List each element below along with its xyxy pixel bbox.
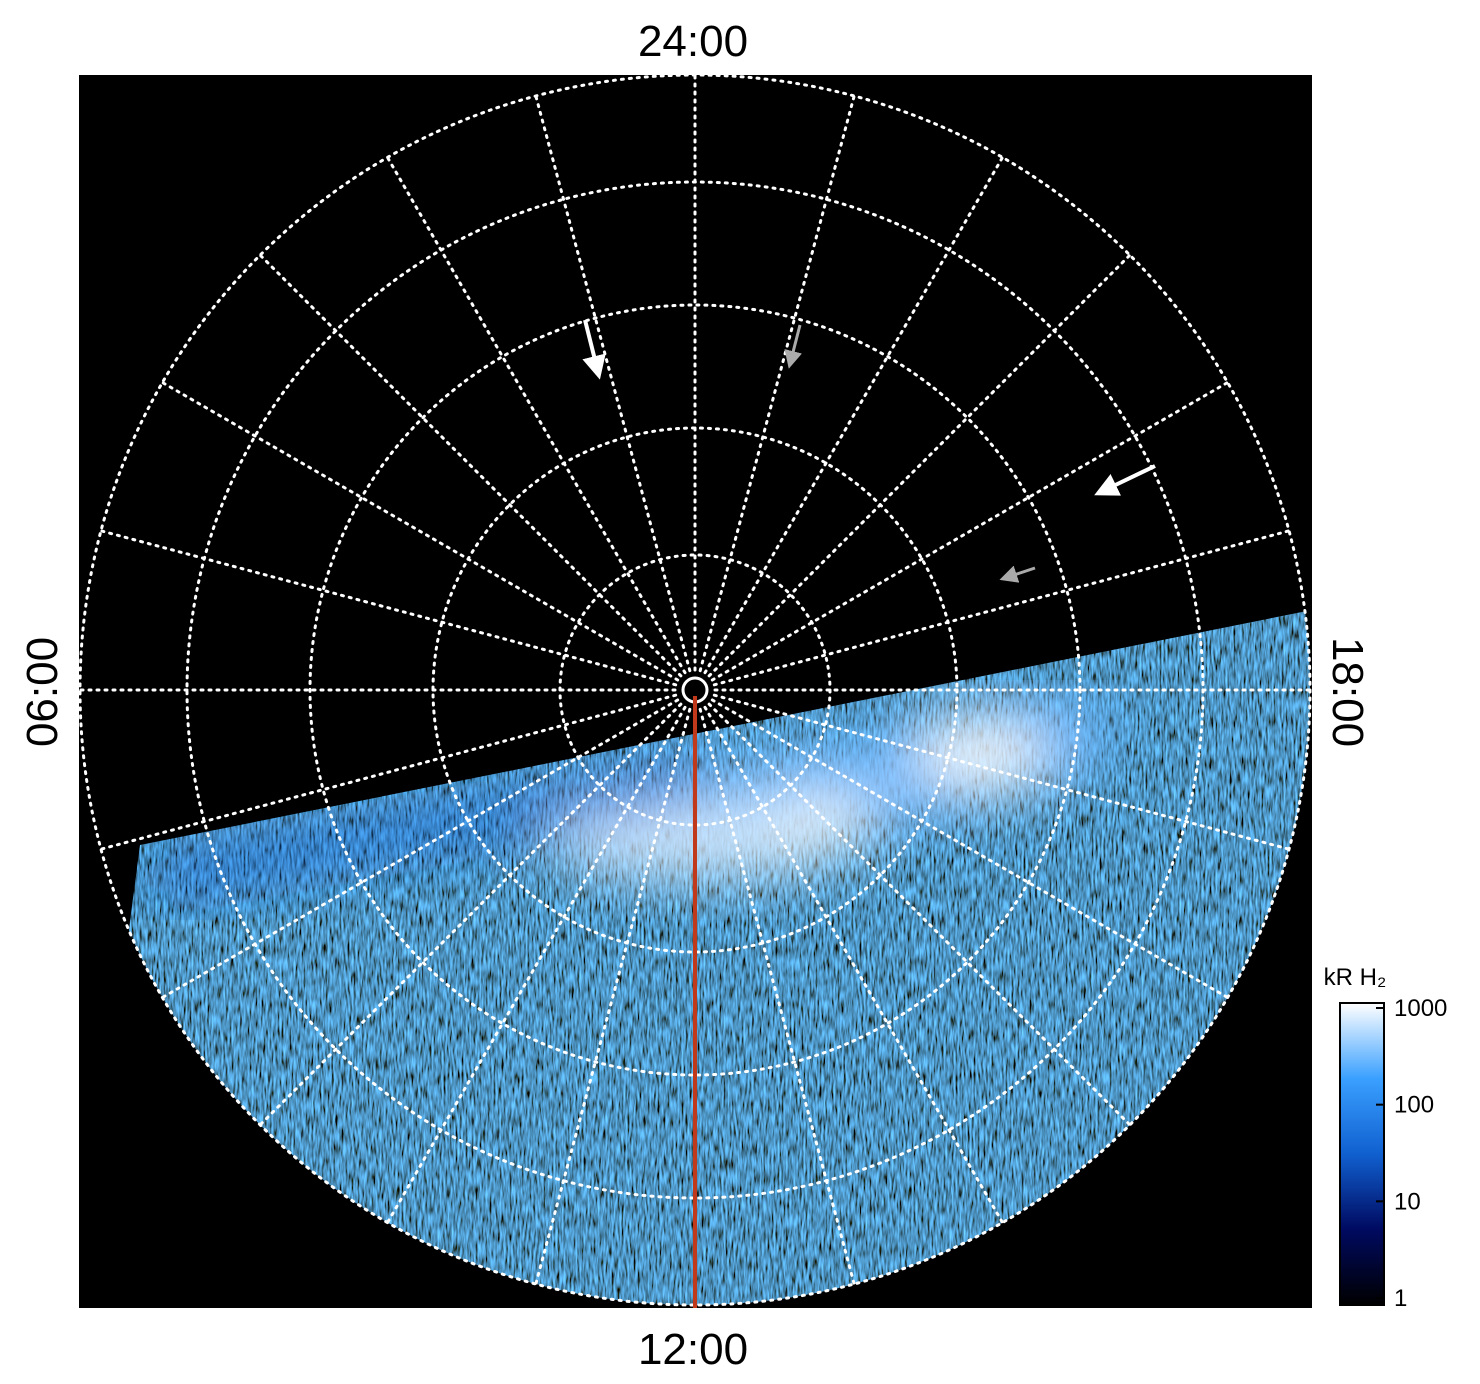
- arrow: [582, 319, 606, 380]
- grid-spoke: [707, 253, 1132, 678]
- grid-spoke: [703, 705, 1004, 1225]
- polar-grid: [78, 73, 1312, 1307]
- colorbar-tick-label: 100: [1394, 1092, 1434, 1119]
- grid-spoke: [160, 698, 680, 999]
- direction-label: 06:00: [18, 637, 67, 747]
- grid-spoke: [698, 707, 856, 1286]
- grid-spoke: [386, 705, 687, 1225]
- grid-spoke: [258, 253, 683, 678]
- grid-spoke: [534, 707, 692, 1286]
- grid-spoke: [386, 155, 687, 675]
- grid-spoke: [710, 698, 1230, 999]
- arrow: [1094, 464, 1156, 496]
- grid-spoke: [534, 94, 692, 673]
- direction-label: 12:00: [638, 1325, 748, 1374]
- colorbar-tick-label: 1000: [1394, 995, 1447, 1022]
- colorbar-tick-label: 1: [1394, 1285, 1407, 1312]
- colorbar-tick-label: 10: [1394, 1188, 1421, 1215]
- grid-spoke: [710, 381, 1230, 682]
- grid-spoke: [712, 693, 1291, 851]
- direction-label: 24:00: [638, 17, 748, 66]
- grid-spoke: [99, 693, 678, 851]
- grid-spoke: [703, 155, 1004, 675]
- direction-label: 18:00: [1323, 637, 1372, 747]
- arrow: [999, 565, 1036, 583]
- grid-spoke: [707, 702, 1132, 1127]
- grid-spoke: [258, 702, 683, 1127]
- colorbar: [1339, 1002, 1385, 1306]
- arrow: [784, 324, 802, 369]
- grid-spoke: [160, 381, 680, 682]
- colorbar-label: kR H₂: [1324, 964, 1387, 991]
- grid-ring: [308, 303, 1082, 1077]
- grid-spoke: [99, 529, 678, 687]
- grid-spoke: [698, 94, 856, 673]
- grid-spoke: [712, 529, 1291, 687]
